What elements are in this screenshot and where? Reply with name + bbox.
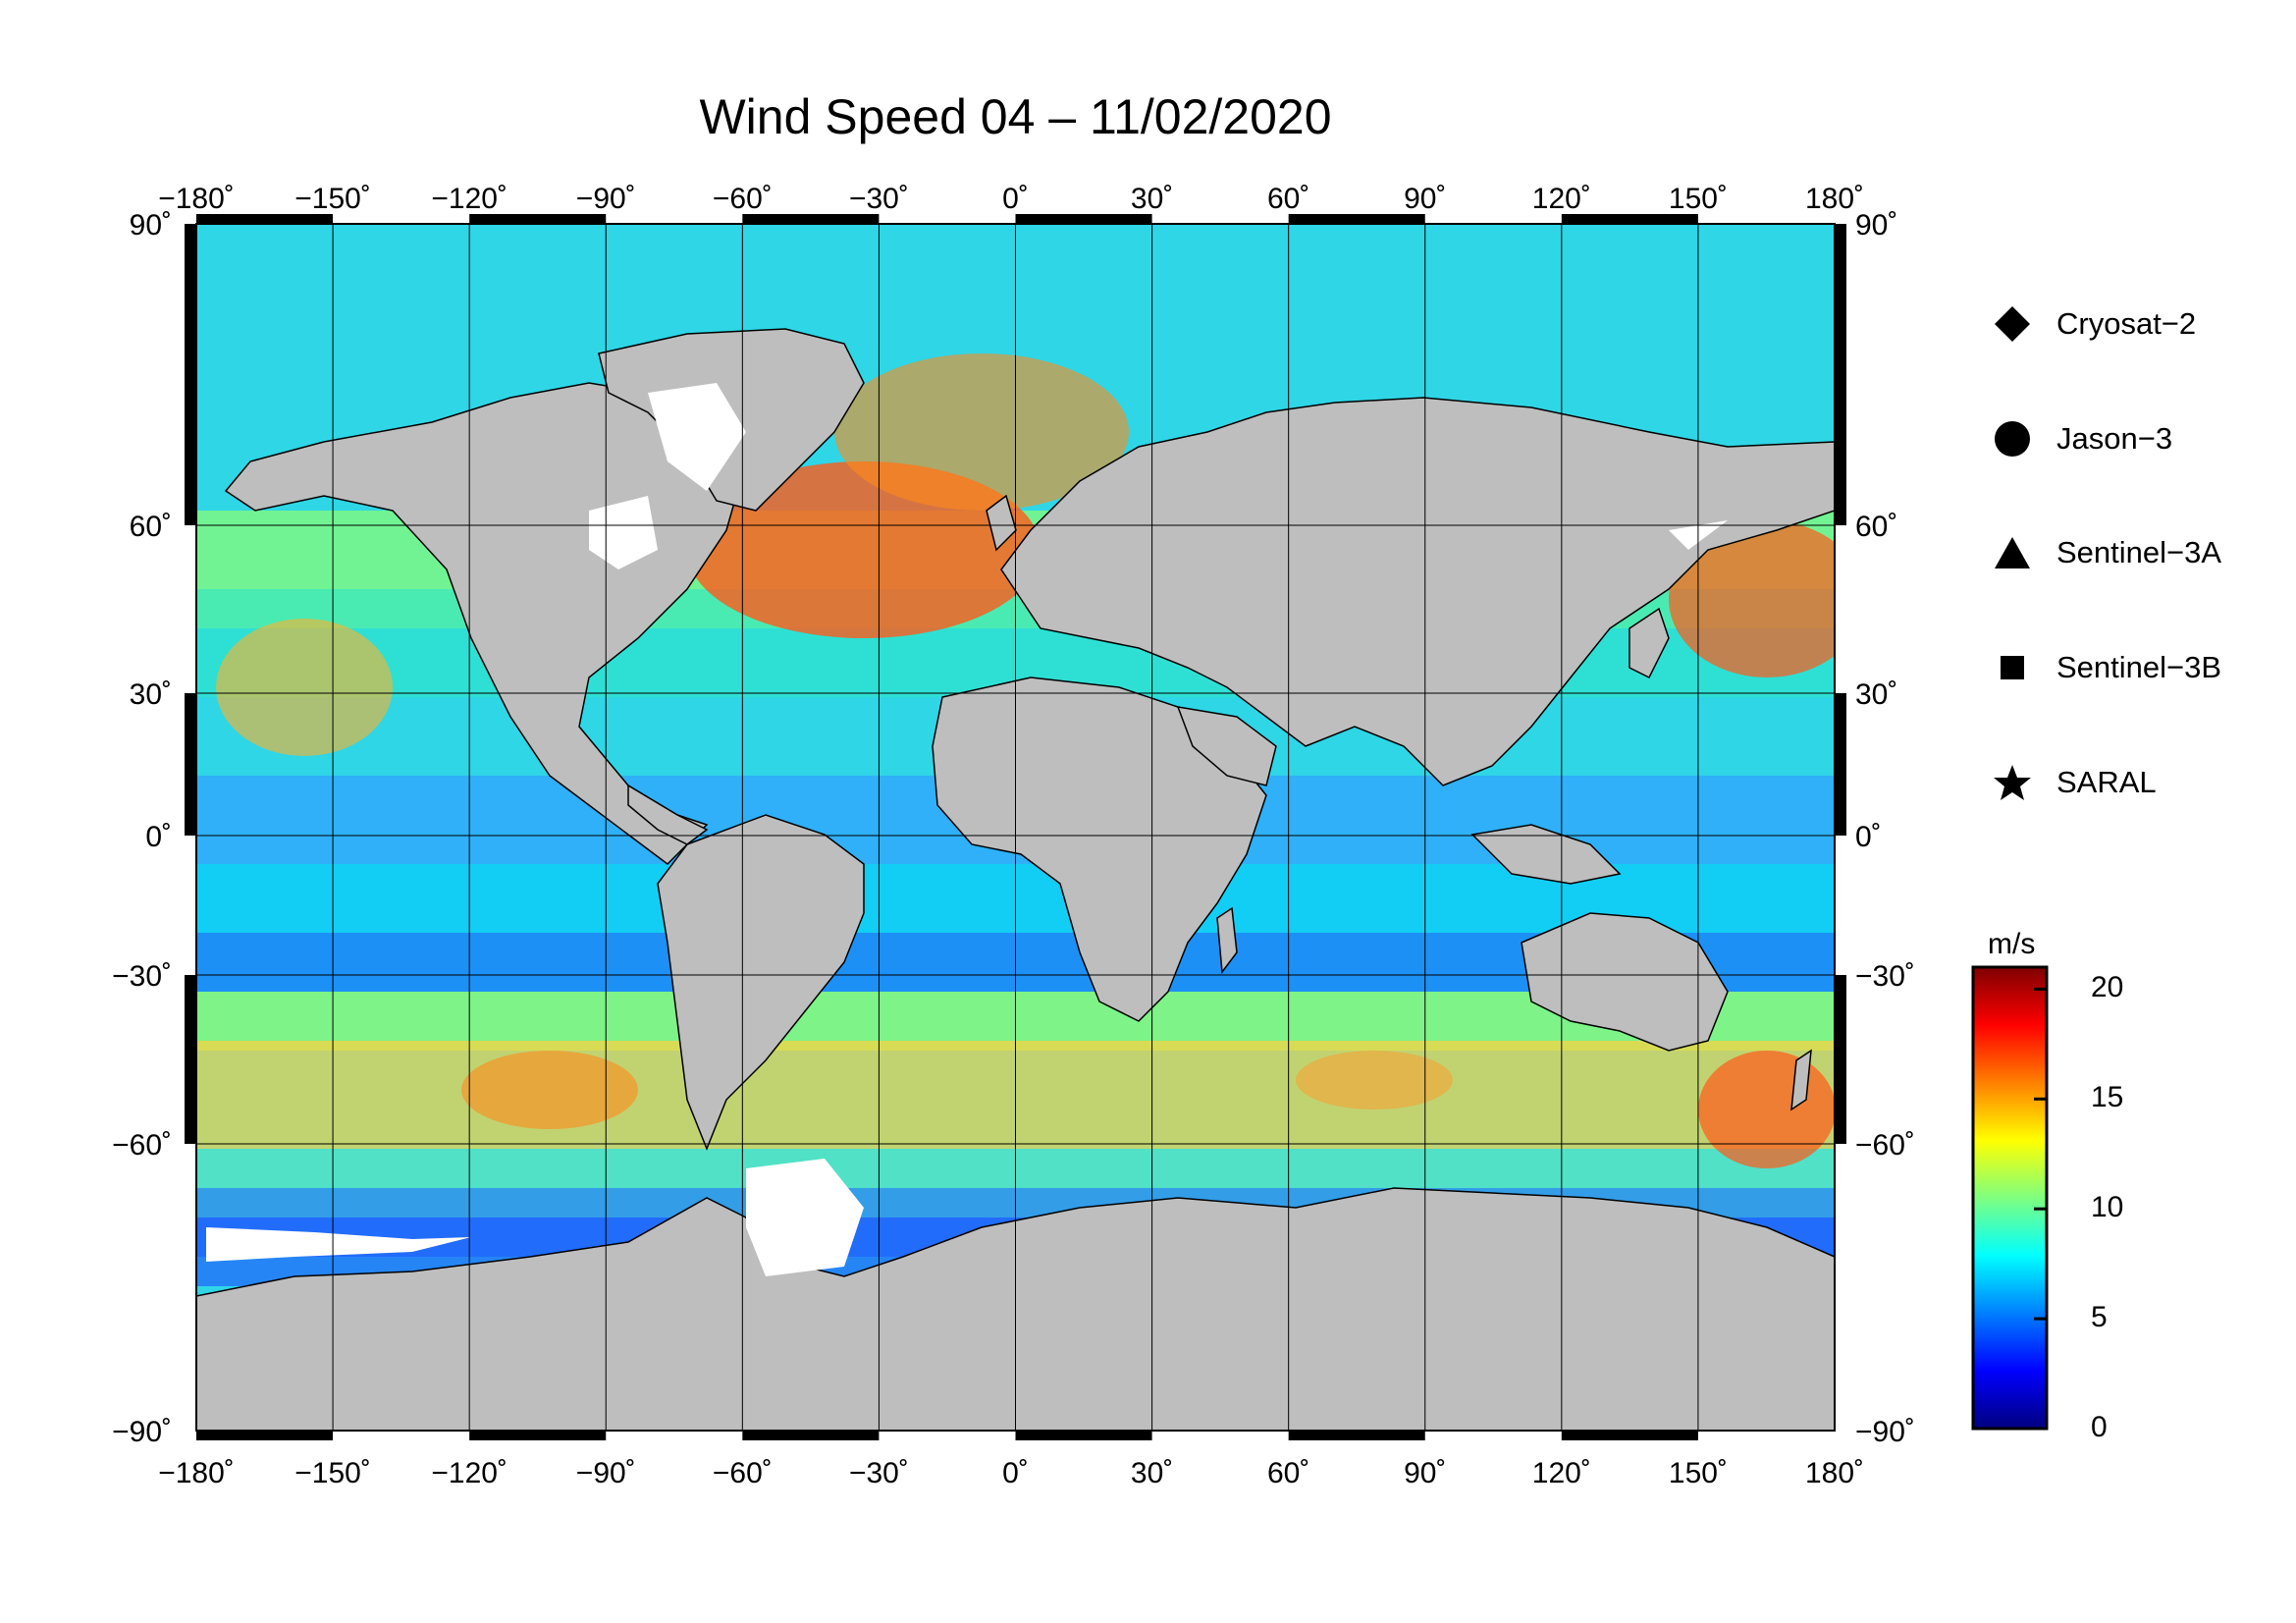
- star-icon: [1994, 765, 2031, 800]
- japan: [1629, 607, 1670, 679]
- legend-label: Cryosat−2: [2056, 306, 2197, 341]
- frame-segment: [1015, 214, 1152, 224]
- longitude-label: −180˚: [158, 183, 235, 215]
- legend-item-sentinel-3a: Sentinel−3A: [1993, 533, 2287, 572]
- legend-label: Jason−3: [2056, 421, 2173, 456]
- longitude-label: 90˚: [1404, 183, 1446, 215]
- longitude-label: 30˚: [1131, 1457, 1173, 1489]
- australia: [1521, 912, 1729, 1052]
- longitude-label: 150˚: [1669, 1457, 1728, 1489]
- legend-item-saral: SARAL: [1993, 763, 2287, 802]
- latitude-label: 60˚: [130, 511, 172, 543]
- longitude-label: 0˚: [1002, 183, 1029, 215]
- colorbar: [1971, 965, 2049, 1431]
- longitude-label: 30˚: [1131, 183, 1173, 215]
- legend-label: Sentinel−3B: [2056, 650, 2222, 684]
- longitude-label: −90˚: [576, 183, 636, 215]
- legend-item-sentinel-3b: Sentinel−3B: [1993, 648, 2287, 687]
- latitude-labels-left: 90˚ 60˚ 30˚ 0˚ −30˚ −60˚ −90˚: [112, 209, 172, 1448]
- frame-segment: [1288, 214, 1425, 224]
- diamond-icon: [1995, 306, 2030, 342]
- longitude-label: 120˚: [1532, 183, 1591, 215]
- frame-segment: [185, 975, 196, 1144]
- frame-segment: [196, 214, 334, 224]
- legend-label: SARAL: [2056, 765, 2157, 799]
- frame-segment: [1561, 1431, 1698, 1440]
- longitude-label: −60˚: [713, 183, 773, 215]
- colorbar-tick-label: 5: [2091, 1301, 2108, 1334]
- latitude-label: 0˚: [145, 821, 172, 853]
- circle-icon: [1995, 421, 2030, 457]
- latitude-label: 90˚: [1855, 209, 1897, 242]
- longitude-labels-bottom: −180˚ −150˚ −120˚ −90˚ −60˚ −30˚ 0˚ 30˚ 60˚ 90˚ 12…: [158, 1457, 1864, 1489]
- colorbar-ticks: [2034, 987, 2047, 1431]
- frame-border: [185, 214, 1846, 1440]
- longitude-labels-top: −180˚ −150˚ −120˚ −90˚ −60˚ −30˚ 0˚ 30˚ 60˚ 90˚ 12…: [158, 183, 1864, 215]
- maritime-continent: [1470, 824, 1622, 885]
- latitude-label: 90˚: [130, 209, 172, 242]
- frame-segment: [469, 1431, 607, 1440]
- longitude-label: 90˚: [1404, 1457, 1446, 1489]
- longitude-label: 0˚: [1002, 1457, 1029, 1489]
- longitude-label: 180˚: [1805, 183, 1864, 215]
- frame-segment: [742, 214, 880, 224]
- longitude-label: −150˚: [294, 183, 371, 215]
- latitude-label: −60˚: [1855, 1129, 1915, 1162]
- latitude-labels-right: 90˚ 60˚ 30˚ 0˚ −30˚ −60˚ −90˚: [1855, 209, 1915, 1448]
- madagascar: [1216, 906, 1238, 975]
- frame-segment: [1561, 214, 1698, 224]
- longitude-label: −150˚: [294, 1457, 371, 1489]
- latitude-label: −30˚: [1855, 960, 1915, 993]
- frame-segment: [185, 224, 196, 525]
- longitude-label: −30˚: [849, 1457, 909, 1489]
- frame-segment: [1835, 693, 1846, 836]
- longitude-label: −60˚: [713, 1457, 773, 1489]
- longitude-label: −180˚: [158, 1457, 235, 1489]
- frame-segment: [1835, 224, 1846, 525]
- latitude-label: 30˚: [1855, 678, 1897, 711]
- longitude-label: 120˚: [1532, 1457, 1591, 1489]
- latitude-label: 0˚: [1855, 821, 1882, 853]
- longitude-label: 60˚: [1267, 1457, 1309, 1489]
- latitude-label: 60˚: [1855, 511, 1897, 543]
- legend-item-jason: Jason−3: [1993, 419, 2287, 459]
- arabian-peninsula: [1176, 706, 1277, 786]
- frame-segment: [185, 693, 196, 836]
- new-zealand: [1790, 1049, 1812, 1111]
- frame-segment: [1835, 975, 1846, 1144]
- legend-item-cryosat: Cryosat−2: [1993, 304, 2287, 344]
- eurasia: [1000, 397, 1835, 786]
- longitude-label: −30˚: [849, 183, 909, 215]
- square-icon: [2001, 656, 2024, 679]
- frame-segment: [742, 1431, 880, 1440]
- longitude-label: −90˚: [576, 1457, 636, 1489]
- longitude-label: −120˚: [431, 1457, 507, 1489]
- map-title: Wind Speed 04 – 11/02/2020: [699, 89, 1332, 144]
- south-america: [657, 814, 865, 1152]
- longitude-label: 180˚: [1805, 1457, 1864, 1489]
- longitude-label: −120˚: [431, 183, 507, 215]
- colorbar-tick-label: 0: [2091, 1411, 2108, 1443]
- latitude-label: −90˚: [1855, 1416, 1915, 1448]
- frame-segment: [1015, 1431, 1152, 1440]
- longitude-label: 60˚: [1267, 183, 1309, 215]
- latitude-label: 30˚: [130, 678, 172, 711]
- longitude-label: 150˚: [1669, 183, 1728, 215]
- triangle-icon: [1995, 537, 2030, 568]
- colorbar-tick-label: 10: [2091, 1191, 2124, 1224]
- colorbar-tick-label: 20: [2091, 971, 2124, 1004]
- frame-segment: [1288, 1431, 1425, 1440]
- legend-label: Sentinel−3A: [2056, 535, 2222, 569]
- latitude-label: −90˚: [112, 1416, 172, 1448]
- latitude-label: −30˚: [112, 960, 172, 993]
- latitude-label: −60˚: [112, 1129, 172, 1162]
- frame-segment: [469, 214, 607, 224]
- colorbar-unit: m/s: [1988, 928, 2036, 960]
- frame-segment: [196, 1431, 334, 1440]
- colorbar-tick-label: 15: [2091, 1081, 2124, 1114]
